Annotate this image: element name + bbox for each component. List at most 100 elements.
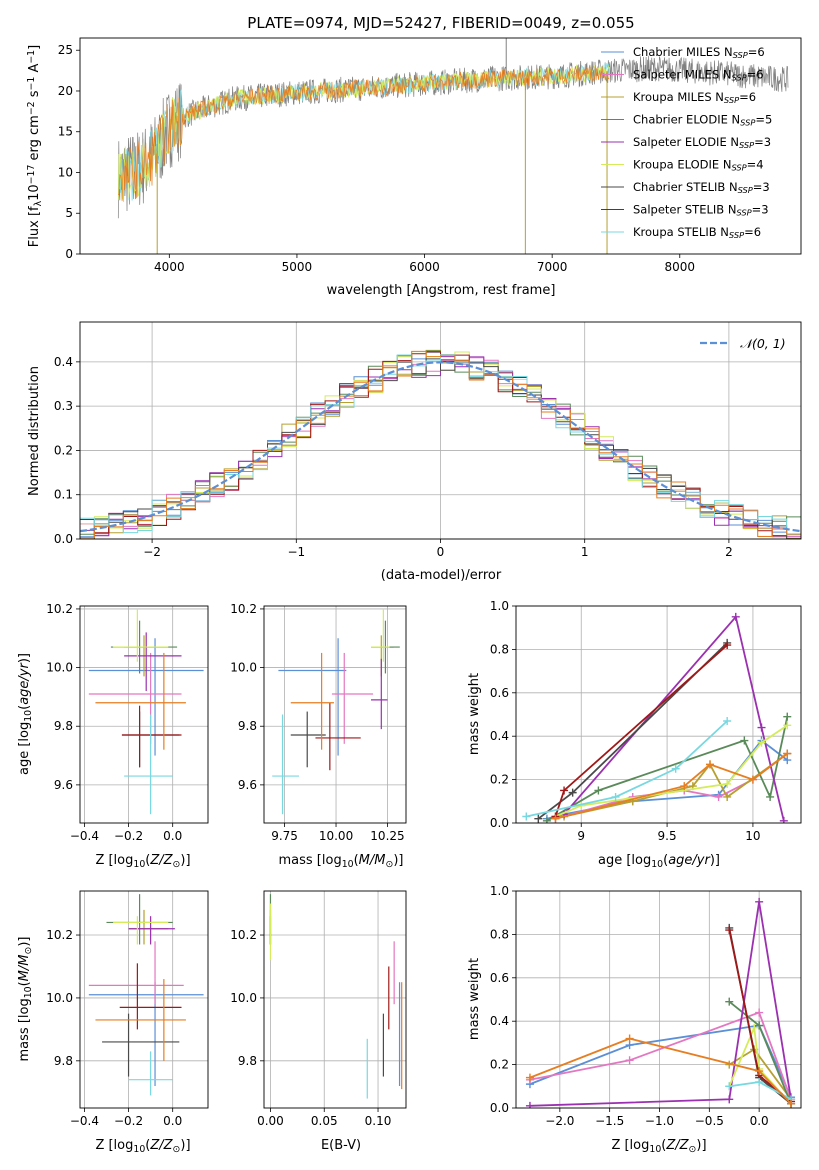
x-tick-label: 5000 xyxy=(282,260,313,274)
legend: 𝒩(0, 1) xyxy=(700,336,786,351)
x-tick-label: −1.0 xyxy=(645,1114,674,1128)
y-tick-label: 20 xyxy=(58,84,73,98)
x-axis-label: Z [log10(Z/Z⊙)] xyxy=(611,1138,706,1155)
y-tick-label: 0.0 xyxy=(490,816,509,830)
axes-age_vs_mass: 9.75 10.00 10.25 9.6 9.8 10.0 10.2 xyxy=(230,602,407,843)
plot-content xyxy=(88,608,204,815)
plot-content xyxy=(269,894,403,1099)
x-tick-label: −1.5 xyxy=(595,1114,624,1128)
x-tick-label: 9 xyxy=(577,829,585,843)
x-tick-label: 7000 xyxy=(537,260,568,274)
data-point-marker xyxy=(757,738,766,747)
data-point-marker xyxy=(723,717,732,726)
x-axis-label: age [log10(age/yr)] xyxy=(598,853,720,870)
data-point-marker xyxy=(725,1095,734,1104)
data-point-marker xyxy=(779,816,788,823)
figure-title: PLATE=0974, MJD=52427, FIBERID=0049, z=0… xyxy=(247,14,634,32)
x-axis-label: Z [log10(Z/Z⊙)] xyxy=(95,1138,190,1155)
y-tick-label: 10.2 xyxy=(230,602,257,616)
data-point-marker xyxy=(725,1082,734,1091)
y-tick-label: 0.4 xyxy=(490,1014,509,1028)
axes-weight_vs_Z: −2.0 −1.5 −1.0 −0.5 0.0 0.0 0.2 0.4 0.6 0.8 1.0 xyxy=(490,884,802,1128)
legend-label: Salpeter MILES NSSP=6 xyxy=(633,68,764,83)
x-tick-label: −2 xyxy=(143,545,161,559)
x-tick-label: 0.00 xyxy=(257,1114,284,1128)
y-tick-label: 0.4 xyxy=(54,355,73,369)
legend-label: Chabrier STELIB NSSP=3 xyxy=(633,180,770,195)
data-point-marker xyxy=(625,1034,634,1043)
data-point-marker xyxy=(766,792,775,801)
data-point-marker xyxy=(680,782,689,791)
series-line xyxy=(563,752,788,818)
data-point-marker xyxy=(594,786,603,795)
data-point-marker xyxy=(755,1021,764,1030)
x-tick-label: 6000 xyxy=(409,260,440,274)
axes-residual_hist: −2 −1 0 1 2 0.0 0.1 0.2 0.3 0.4 𝒩(0, 1) xyxy=(54,321,802,559)
axes-mass_vs_ebv: 0.00 0.05 0.10 9.8 10.0 10.2 xyxy=(230,890,407,1128)
axes-spectrum: 4000 5000 6000 7000 8000 0 5 10 15 20 25 Chabrier M… xyxy=(58,37,802,274)
y-tick-label: 5 xyxy=(65,206,73,220)
data-point-marker xyxy=(723,641,732,650)
series-line xyxy=(529,901,792,1107)
axes-frame xyxy=(79,37,802,255)
data-point-marker xyxy=(725,926,734,935)
legend-label: Salpeter STELIB NSSP=3 xyxy=(633,203,769,218)
y-tick-label: 0.8 xyxy=(490,927,509,941)
data-point-marker xyxy=(671,764,680,773)
data-spectrum xyxy=(117,55,789,219)
y-tick-label: 0.6 xyxy=(490,686,509,700)
y-axis-label: mass weight xyxy=(467,958,482,1040)
y-tick-label: 9.8 xyxy=(238,1054,257,1068)
x-tick-label: 8000 xyxy=(664,260,695,274)
data-point-marker xyxy=(783,721,792,730)
legend: Chabrier MILES NSSP=6 Salpeter MILES NSSP… xyxy=(601,45,772,240)
y-tick-label: 9.8 xyxy=(238,719,257,733)
x-tick-label: −1 xyxy=(287,545,305,559)
y-axis-label: age [log10(age/yr)] xyxy=(17,653,34,775)
y-axis-label: mass weight xyxy=(467,673,482,755)
data-point-marker xyxy=(757,723,766,732)
series-line xyxy=(526,720,728,818)
y-tick-label: 10.0 xyxy=(230,661,257,675)
legend-label: Kroupa ELODIE NSSP=4 xyxy=(633,158,764,173)
data-point-marker xyxy=(551,814,560,823)
data-point-marker xyxy=(755,1008,764,1017)
plot-content xyxy=(80,349,801,539)
x-tick-label: −0.4 xyxy=(70,1114,99,1128)
grid xyxy=(264,891,406,1108)
data-point-marker xyxy=(534,814,543,823)
axes-frame xyxy=(263,890,407,1109)
plot-content xyxy=(272,608,400,815)
axes-frame xyxy=(263,605,407,824)
y-tick-label: 10.0 xyxy=(46,991,73,1005)
y-axis-label: Normed distribution xyxy=(27,366,42,496)
y-tick-label: 10.0 xyxy=(230,991,257,1005)
x-axis-label: mass [log10(M/M⊙)] xyxy=(279,853,404,870)
series-line xyxy=(563,614,785,822)
y-tick-label: 9.6 xyxy=(238,778,257,792)
y-tick-label: 1.0 xyxy=(490,599,509,613)
x-tick-label: 2 xyxy=(725,545,733,559)
plot-content xyxy=(88,894,204,1096)
data-point-marker xyxy=(568,788,577,797)
data-point-marker xyxy=(706,760,715,769)
y-tick-label: 0.8 xyxy=(490,642,509,656)
x-tick-label: 0.10 xyxy=(365,1114,392,1128)
data-point-marker xyxy=(783,749,792,758)
y-tick-label: 0 xyxy=(65,247,73,261)
data-point-marker xyxy=(560,786,569,795)
legend-label: Salpeter ELODIE NSSP=3 xyxy=(633,135,771,150)
x-tick-label: 9.75 xyxy=(271,829,298,843)
x-axis-label: E(B-V) xyxy=(321,1138,361,1153)
series-line xyxy=(529,1011,792,1100)
x-tick-label: 9.5 xyxy=(658,829,677,843)
data-point-marker xyxy=(723,792,732,801)
data-point-marker xyxy=(723,779,732,788)
legend-label: Kroupa MILES NSSP=6 xyxy=(633,90,756,105)
axes-frame xyxy=(515,605,802,824)
x-tick-label: −0.5 xyxy=(695,1114,724,1128)
x-axis-label: (data-model)/error xyxy=(381,568,502,583)
x-tick-label: 4000 xyxy=(154,260,185,274)
data-point-marker xyxy=(755,1067,764,1076)
